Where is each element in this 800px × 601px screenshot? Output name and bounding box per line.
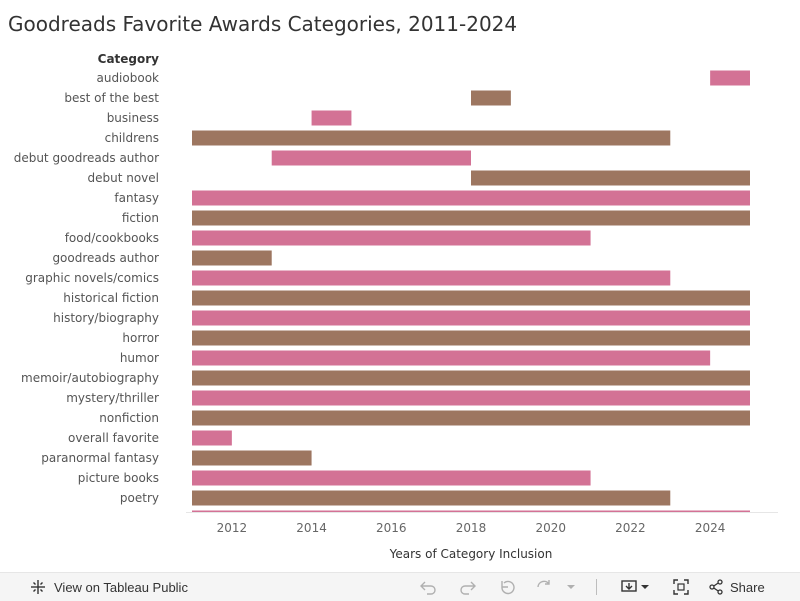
row-label: overall favorite bbox=[68, 431, 159, 445]
row-label: audiobook bbox=[96, 71, 159, 85]
bar-best-of-the-best[interactable] bbox=[471, 90, 511, 106]
row-label: fantasy bbox=[114, 191, 159, 205]
bar-mystery-thriller[interactable] bbox=[192, 390, 750, 406]
view-on-tableau-label: View on Tableau Public bbox=[54, 579, 188, 595]
bar-poetry[interactable] bbox=[192, 490, 671, 506]
share-button[interactable]: Share bbox=[708, 573, 765, 601]
view-on-tableau-public-link[interactable]: View on Tableau Public bbox=[30, 573, 188, 601]
row-label: mystery/thriller bbox=[66, 391, 159, 405]
row-label: business bbox=[107, 111, 159, 125]
x-tick-label: 2014 bbox=[296, 521, 327, 535]
bar-debut-goodreads-author[interactable] bbox=[271, 150, 471, 166]
x-axis-title: Years of Category Inclusion bbox=[389, 547, 553, 561]
chart-title: Goodreads Favorite Awards Categories, 20… bbox=[8, 12, 518, 36]
refresh-icon[interactable] bbox=[535, 578, 553, 596]
row-label: history/biography bbox=[53, 311, 159, 325]
bar-memoir-autobiography[interactable] bbox=[192, 370, 750, 386]
row-label: food/cookbooks bbox=[65, 231, 159, 245]
chevron-down-icon[interactable] bbox=[562, 578, 580, 596]
row-label: goodreads author bbox=[52, 251, 159, 265]
bar-debut-novel[interactable] bbox=[471, 170, 750, 186]
row-label: debut novel bbox=[87, 171, 159, 185]
bar-paranormal-fantasy[interactable] bbox=[192, 450, 312, 466]
row-label: picture books bbox=[78, 471, 159, 485]
row-label: debut goodreads author bbox=[14, 151, 159, 165]
revert-icon[interactable] bbox=[499, 578, 517, 596]
bar-nonfiction[interactable] bbox=[192, 410, 750, 426]
row-label: historical fiction bbox=[63, 291, 159, 305]
x-tick-label: 2016 bbox=[376, 521, 407, 535]
x-tick-label: 2022 bbox=[615, 521, 646, 535]
bar-horror[interactable] bbox=[192, 330, 750, 346]
undo-icon[interactable] bbox=[419, 578, 437, 596]
row-label: poetry bbox=[120, 491, 159, 505]
x-tick-labels: 2012 2014 2016 2018 2020 2022 2024 bbox=[217, 521, 726, 535]
row-label: nonfiction bbox=[99, 411, 159, 425]
bar-fiction[interactable] bbox=[192, 210, 750, 226]
toolbar-separator bbox=[596, 579, 597, 595]
chart-area: Category audiobook best of the best busine… bbox=[14, 52, 778, 561]
x-tick-label: 2020 bbox=[535, 521, 566, 535]
row-label: best of the best bbox=[64, 91, 159, 105]
row-label: fiction bbox=[122, 211, 159, 225]
download-icon[interactable] bbox=[620, 578, 652, 596]
bar-partial[interactable] bbox=[192, 510, 750, 526]
row-label: memoir/autobiography bbox=[21, 371, 159, 385]
bar-childrens[interactable] bbox=[192, 130, 671, 146]
bar-overall-favorite[interactable] bbox=[192, 430, 232, 446]
x-tick-label: 2018 bbox=[456, 521, 487, 535]
tableau-toolbar: View on Tableau Public Share bbox=[0, 572, 800, 601]
tableau-logo-icon bbox=[31, 580, 45, 594]
row-label: childrens bbox=[105, 131, 159, 145]
share-icon bbox=[709, 579, 723, 595]
bar-audiobook[interactable] bbox=[710, 70, 750, 86]
bar-humor[interactable] bbox=[192, 350, 711, 366]
x-tick-label: 2012 bbox=[217, 521, 248, 535]
bar-graphic-novels-comics[interactable] bbox=[192, 270, 671, 286]
bar-history-biography[interactable] bbox=[192, 310, 750, 326]
row-label: paranormal fantasy bbox=[41, 451, 159, 465]
bar-fantasy[interactable] bbox=[192, 190, 750, 206]
x-tick-label: 2024 bbox=[695, 521, 726, 535]
row-labels: audiobook best of the best business childre… bbox=[14, 71, 160, 505]
row-label: horror bbox=[122, 331, 159, 345]
bar-business[interactable] bbox=[311, 110, 352, 126]
bars bbox=[192, 70, 750, 526]
bar-picture-books[interactable] bbox=[192, 470, 591, 486]
bar-goodreads-author[interactable] bbox=[192, 250, 272, 266]
redo-icon[interactable] bbox=[459, 578, 477, 596]
share-label: Share bbox=[730, 579, 765, 595]
bar-food-cookbooks[interactable] bbox=[192, 230, 591, 246]
fullscreen-icon[interactable] bbox=[672, 578, 690, 596]
row-header-label: Category bbox=[98, 52, 160, 66]
row-label: humor bbox=[120, 351, 159, 365]
bar-historical-fiction[interactable] bbox=[192, 290, 750, 306]
row-label: graphic novels/comics bbox=[25, 271, 159, 285]
